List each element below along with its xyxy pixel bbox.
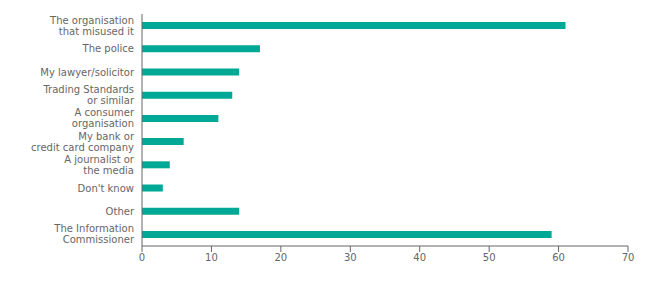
svg-text:A consumerorganisation: A consumerorganisation xyxy=(72,107,135,129)
svg-text:My lawyer/solicitor: My lawyer/solicitor xyxy=(40,67,135,78)
svg-text:The police: The police xyxy=(82,43,134,54)
svg-text:The InformationCommissioner: The InformationCommissioner xyxy=(53,223,135,245)
svg-text:20: 20 xyxy=(274,252,287,263)
svg-text:50: 50 xyxy=(483,252,496,263)
svg-text:10: 10 xyxy=(205,252,218,263)
svg-text:40: 40 xyxy=(413,252,426,263)
svg-text:0: 0 xyxy=(139,252,145,263)
svg-text:30: 30 xyxy=(344,252,357,263)
svg-text:Don't know: Don't know xyxy=(78,183,134,194)
svg-text:70: 70 xyxy=(622,252,635,263)
svg-text:A journalist orthe media: A journalist orthe media xyxy=(64,154,135,176)
svg-text:Trading Standardsor similar: Trading Standardsor similar xyxy=(42,84,134,106)
svg-text:The organisationthat misused i: The organisationthat misused it xyxy=(49,15,134,37)
svg-text:My bank orcredit card company: My bank orcredit card company xyxy=(31,131,135,153)
svg-text:Other: Other xyxy=(106,206,135,217)
svg-text:60: 60 xyxy=(552,252,565,263)
